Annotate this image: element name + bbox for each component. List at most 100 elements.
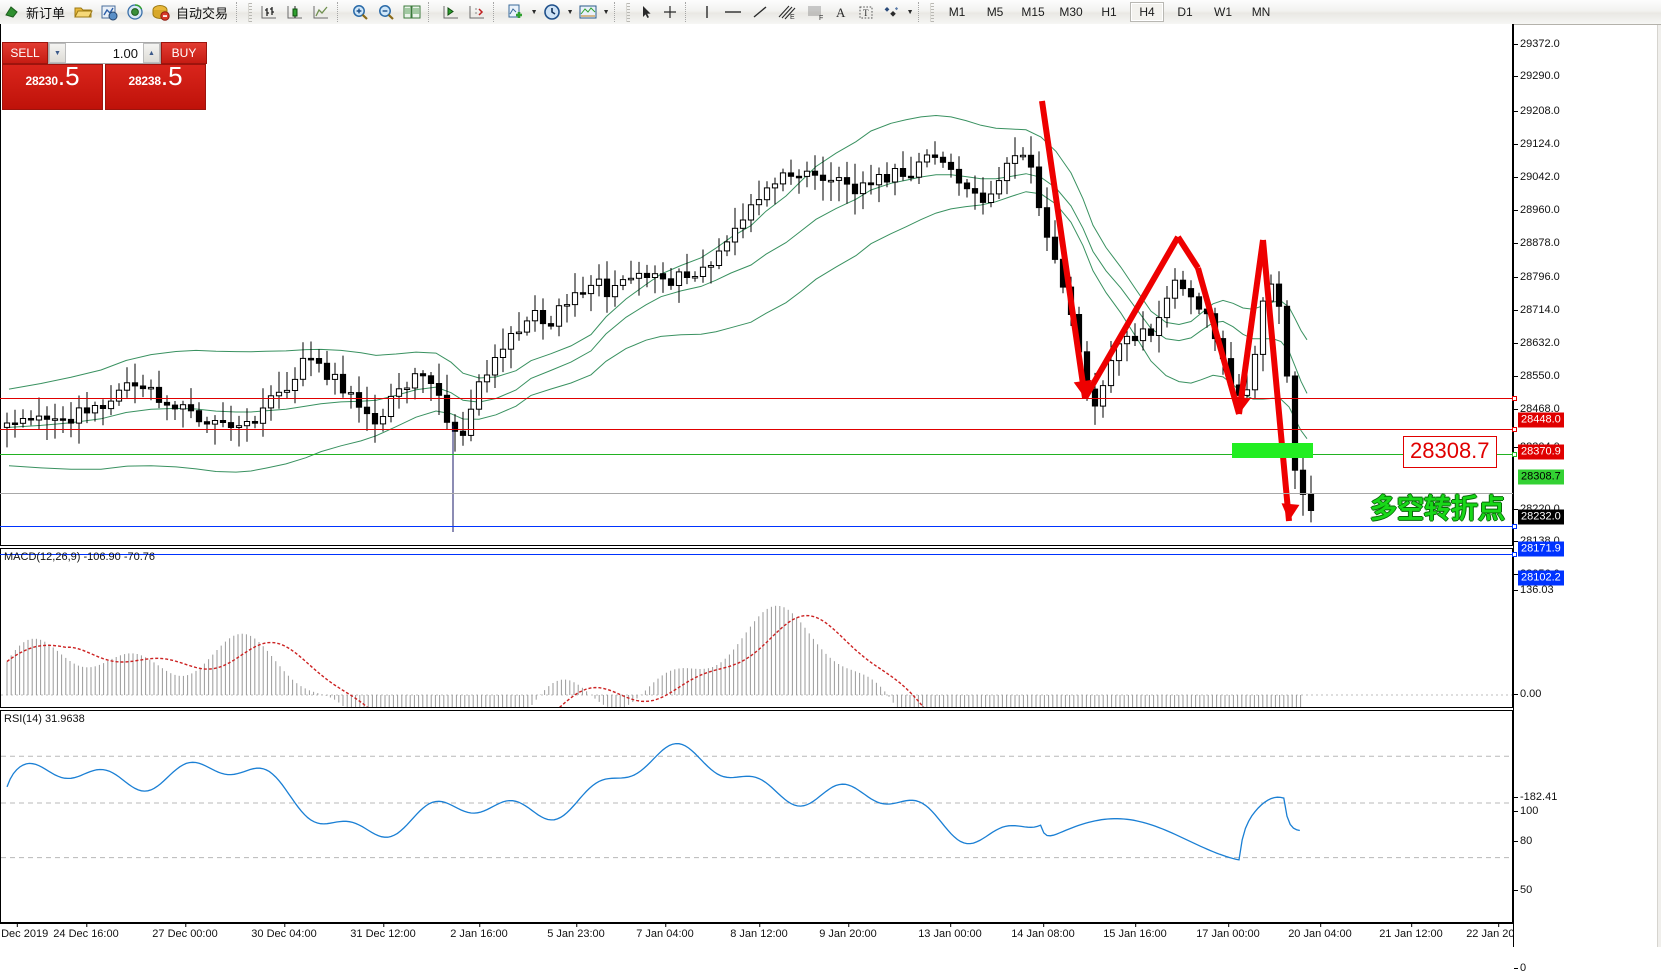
chevron-up-icon[interactable]: ▲	[143, 43, 160, 63]
new-order-label[interactable]: 新订单	[26, 6, 66, 22]
trade-panel-top-row: SELL ▼ 1.00 ▲ BUY	[2, 42, 207, 64]
chevron-down-icon[interactable]: ▼	[49, 43, 66, 63]
fibonacci-icon[interactable]: F	[801, 1, 829, 23]
price-tick: 28468.0	[1514, 403, 1560, 415]
chevron-down-icon[interactable]: ▼	[906, 8, 914, 16]
highlight-marker[interactable]	[1232, 443, 1313, 458]
cursor-icon[interactable]	[634, 1, 658, 23]
time-tick: 24 Dec 16:00	[53, 923, 119, 940]
trendline-icon[interactable]	[747, 1, 773, 23]
time-tick: 15 Jan 16:00	[1103, 923, 1167, 940]
buy-price-button[interactable]: 28238.5	[105, 63, 206, 110]
timeframe-m15[interactable]: M15	[1021, 5, 1045, 19]
macd-canvas	[1, 605, 1512, 707]
buy-button[interactable]: BUY	[161, 42, 207, 64]
volume-stepper[interactable]: ▼ 1.00 ▲	[48, 42, 161, 64]
text-label-icon[interactable]: T	[853, 1, 879, 23]
horizontal-line-icon[interactable]	[719, 1, 747, 23]
chevron-down-icon[interactable]: ▼	[602, 8, 610, 16]
sell-price-fraction: .5	[57, 61, 80, 91]
sell-price-button[interactable]: 28230.5	[2, 61, 103, 110]
text-icon[interactable]: A	[829, 1, 853, 23]
toolbar-gripper[interactable]	[930, 2, 935, 22]
timeframe-m5[interactable]: M5	[986, 5, 1004, 19]
shapes-icon[interactable]	[879, 1, 905, 23]
periods-icon[interactable]	[539, 1, 565, 23]
chart-shift-icon[interactable]	[464, 1, 490, 23]
axis-corner	[1513, 923, 1661, 947]
timeframe-d1[interactable]: D1	[1177, 5, 1193, 19]
price-badge[interactable]: 28102.2	[1518, 570, 1564, 586]
one-click-trading-panel[interactable]: SELL ▼ 1.00 ▲ BUY 28230.5 28238.5	[2, 42, 207, 110]
toolbar-gripper[interactable]	[626, 2, 631, 22]
templates-icon[interactable]	[575, 1, 601, 23]
timeframe-h1[interactable]: H1	[1101, 5, 1117, 19]
line-handle[interactable]	[1512, 427, 1517, 432]
price-badge[interactable]: 28448.0	[1518, 412, 1564, 428]
time-tick: 21 Jan 12:00	[1379, 923, 1443, 940]
svg-text:A: A	[836, 5, 846, 20]
zoom-in-icon[interactable]	[347, 1, 373, 23]
sell-button[interactable]: SELL	[2, 42, 48, 64]
level-line-support-2[interactable]	[0, 552, 1517, 557]
zoom-out-icon[interactable]	[373, 1, 399, 23]
volume-input[interactable]: 1.00	[66, 43, 143, 63]
price-badge[interactable]: 28232.0	[1518, 509, 1564, 525]
sell-price-integer: 28230	[25, 74, 58, 88]
level-line-support-1[interactable]	[0, 524, 1517, 529]
macd-pane[interactable]: MACD(12,26,9) -106.90 -70.76	[0, 548, 1513, 708]
time-tick: 14 Jan 08:00	[1011, 923, 1075, 940]
price-chart-pane[interactable]	[0, 24, 1513, 546]
timeframe-w1[interactable]: W1	[1214, 5, 1233, 19]
line-chart-icon[interactable]	[308, 1, 334, 23]
chevron-down-icon[interactable]: ▼	[530, 8, 538, 16]
price-axis[interactable]: 29372.0 29290.0 29208.0 29124.0 29042.0 28960…	[1513, 24, 1661, 974]
price-badge[interactable]: 28171.9	[1518, 541, 1564, 557]
toolbar-gripper[interactable]	[248, 2, 253, 22]
auto-trading-label[interactable]: 自动交易	[176, 6, 229, 22]
main-toolbar[interactable]: 新订单 自动交易	[0, 0, 1661, 25]
timeframe-m30[interactable]: M30	[1059, 5, 1083, 19]
terminal-icon[interactable]	[148, 1, 174, 23]
timeframe-h4[interactable]: H4	[1130, 2, 1165, 22]
candlestick-chart-icon[interactable]	[282, 1, 308, 23]
toolbar-separator	[337, 2, 344, 22]
vertical-line-icon[interactable]	[695, 1, 719, 23]
price-badge[interactable]: 28370.9	[1518, 444, 1564, 460]
price-tick: 28878.0	[1514, 237, 1560, 249]
time-tick: 30 Dec 04:00	[251, 923, 317, 940]
market-watch-icon[interactable]	[96, 1, 122, 23]
bar-chart-icon[interactable]	[256, 1, 282, 23]
price-tick: 29124.0	[1514, 138, 1560, 150]
time-axis[interactable]: 23 Dec 2019 24 Dec 16:00 27 Dec 00:00 30 De…	[0, 923, 1530, 947]
rsi-canvas	[1, 742, 1512, 861]
price-tick: -182.41	[1513, 791, 1558, 803]
price-tick: 28796.0	[1514, 271, 1560, 283]
price-tick: 28632.0	[1514, 337, 1560, 349]
price-badge[interactable]: 28308.7	[1518, 469, 1564, 485]
channels-icon[interactable]: E	[773, 1, 801, 23]
chevron-down-icon[interactable]: ▼	[566, 8, 574, 16]
line-handle[interactable]	[1512, 524, 1517, 529]
vertical-scrollbar[interactable]	[1657, 25, 1661, 947]
indicators-icon[interactable]	[503, 1, 529, 23]
navigator-icon[interactable]	[122, 1, 148, 23]
price-tick: 100	[1513, 805, 1539, 817]
price-tick: 29208.0	[1514, 105, 1560, 117]
auto-scroll-icon[interactable]	[438, 1, 464, 23]
line-handle[interactable]	[1512, 452, 1517, 457]
time-tick: 7 Jan 04:00	[636, 923, 694, 940]
chinese-annotation-label[interactable]: 多空转折点	[1370, 494, 1505, 525]
timeframe-m1[interactable]: M1	[948, 5, 966, 19]
price-callout-box[interactable]: 28308.7	[1403, 436, 1497, 468]
profiles-icon[interactable]	[70, 1, 96, 23]
crosshair-icon[interactable]	[658, 1, 682, 23]
line-handle[interactable]	[1512, 396, 1517, 401]
tile-windows-icon[interactable]	[399, 1, 425, 23]
timeframe-mn[interactable]: MN	[1251, 5, 1271, 19]
line-handle[interactable]	[1512, 552, 1517, 557]
new-order-icon[interactable]	[0, 1, 24, 23]
level-line-resistance-2[interactable]	[0, 427, 1517, 432]
level-line-resistance-1[interactable]	[0, 396, 1517, 401]
rsi-pane[interactable]: RSI(14) 31.9638	[0, 710, 1513, 923]
